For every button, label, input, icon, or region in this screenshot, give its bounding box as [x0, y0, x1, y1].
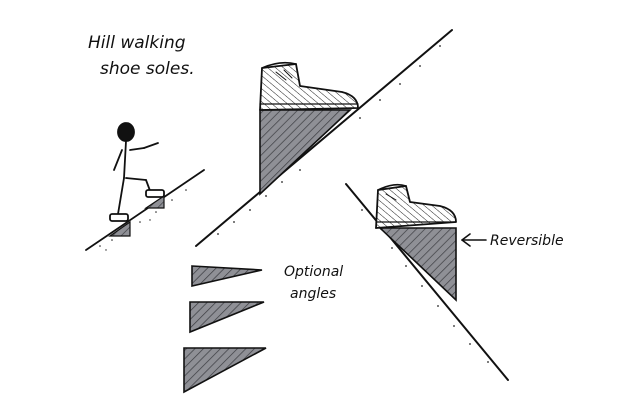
boot-icon	[259, 61, 359, 111]
small-wedge-back	[108, 220, 131, 237]
walking-person-icon	[109, 122, 165, 222]
large-wedge	[259, 109, 353, 196]
reversible-label: Reversible	[490, 233, 564, 249]
title-line-2: shoe soles.	[100, 59, 195, 79]
arrow-left-icon	[461, 233, 487, 247]
reversible-wedge	[377, 227, 457, 302]
boot-icon	[375, 183, 457, 229]
large-slope-line	[195, 29, 453, 247]
title: Hill walking shoe soles.	[88, 33, 195, 79]
optional-label-line-1: Optional	[284, 264, 343, 280]
title-line-1: Hill walking	[88, 33, 186, 53]
reversible-slope-line	[345, 183, 509, 381]
small-slope-line	[85, 169, 205, 251]
large-slope-ground-texture	[217, 45, 441, 235]
optional-wedge-large	[183, 347, 267, 394]
optional-angles: Optional angles	[183, 264, 343, 394]
optional-wedge-small	[191, 265, 263, 288]
reversible-scene: Reversible	[345, 183, 564, 381]
optional-wedge-medium	[189, 301, 265, 334]
optional-label-line-2: angles	[290, 286, 336, 302]
small-hill-scene	[85, 122, 205, 251]
large-slope-scene	[195, 29, 453, 247]
small-wedge-front	[144, 194, 165, 209]
